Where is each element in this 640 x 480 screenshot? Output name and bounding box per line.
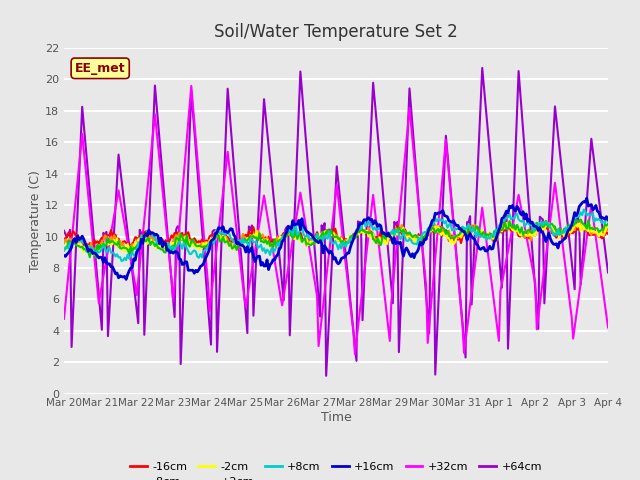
Title: Soil/Water Temperature Set 2: Soil/Water Temperature Set 2 bbox=[214, 23, 458, 41]
Y-axis label: Temperature (C): Temperature (C) bbox=[29, 170, 42, 272]
X-axis label: Time: Time bbox=[321, 411, 351, 424]
Legend: -16cm, -8cm, -2cm, +2cm, +8cm, +16cm, +32cm, +64cm: -16cm, -8cm, -2cm, +2cm, +8cm, +16cm, +3… bbox=[125, 457, 547, 480]
Text: EE_met: EE_met bbox=[75, 62, 125, 75]
